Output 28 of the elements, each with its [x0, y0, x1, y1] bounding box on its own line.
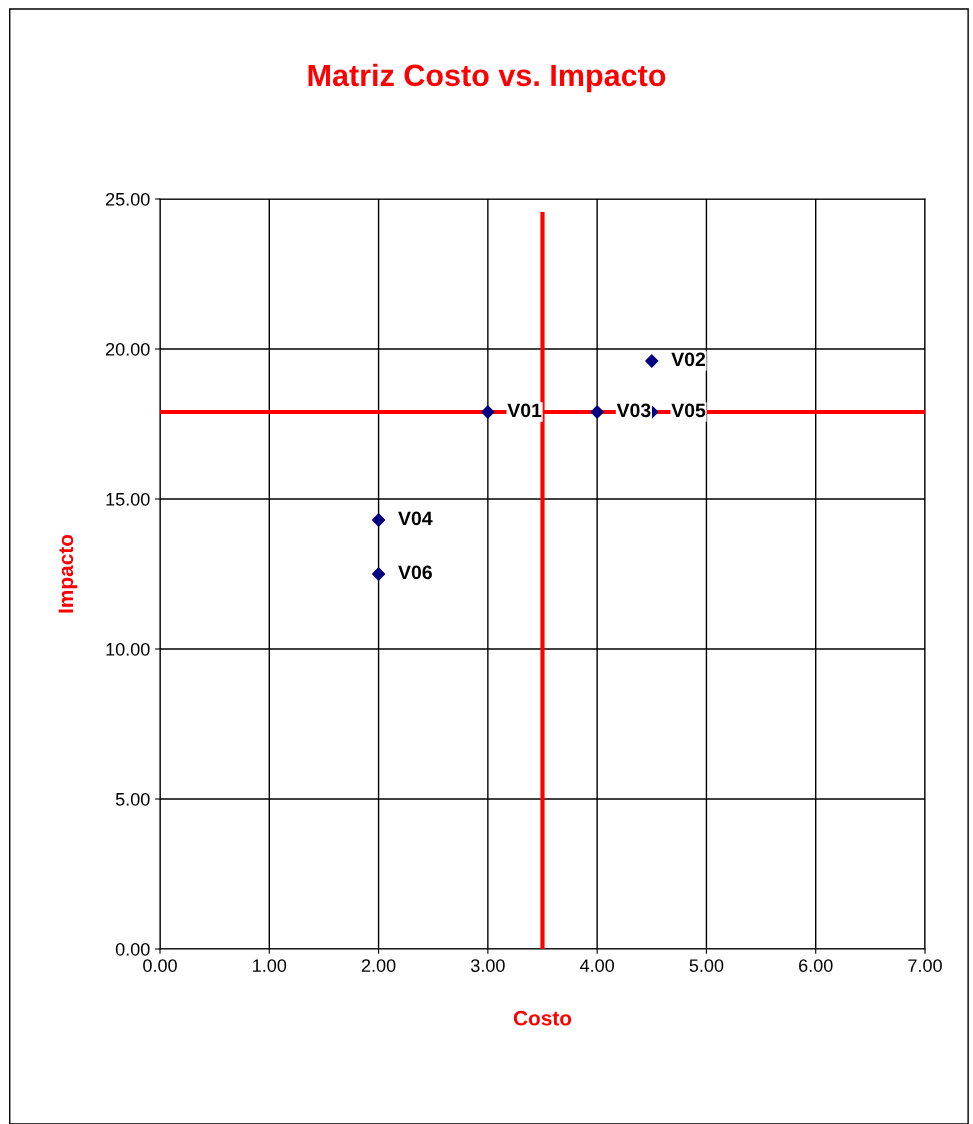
annotation: V04	[398, 511, 433, 526]
point	[645, 354, 659, 368]
y-tick-label: 25.00	[106, 192, 150, 206]
x-tick-label: 5.00	[689, 959, 724, 972]
point	[371, 513, 386, 527]
y-tick-label: 20.00	[106, 342, 150, 356]
annotation: V01	[507, 403, 542, 418]
x-axis-title: Costo	[513, 1010, 572, 1026]
y-tick-label: 0.00	[115, 942, 150, 956]
x-tick-label: 3.00	[470, 959, 505, 972]
x-tick-label: 0.00	[143, 959, 177, 972]
y-tick-label: 10.00	[106, 642, 150, 656]
x-tick-label: 2.00	[361, 959, 396, 972]
x-tick-label: 7.00	[908, 959, 942, 972]
point	[371, 567, 386, 581]
x-tick-label: 1.00	[253, 959, 287, 972]
y-tick-label: 15.00	[106, 492, 150, 506]
point	[590, 405, 604, 419]
y-tick-label: 5.00	[115, 792, 150, 806]
annotation: V03	[616, 403, 651, 418]
x-tick-label: 4.00	[579, 959, 615, 972]
annotation: V05	[671, 403, 706, 418]
chart-title: Matriz Costo vs. Impacto	[308, 63, 666, 93]
point	[481, 405, 495, 419]
annotation: V02	[671, 352, 706, 367]
x-tick-label: 6.00	[799, 959, 833, 972]
y-axis-title: Impacto	[58, 534, 78, 613]
annotation: V06	[398, 565, 432, 580]
